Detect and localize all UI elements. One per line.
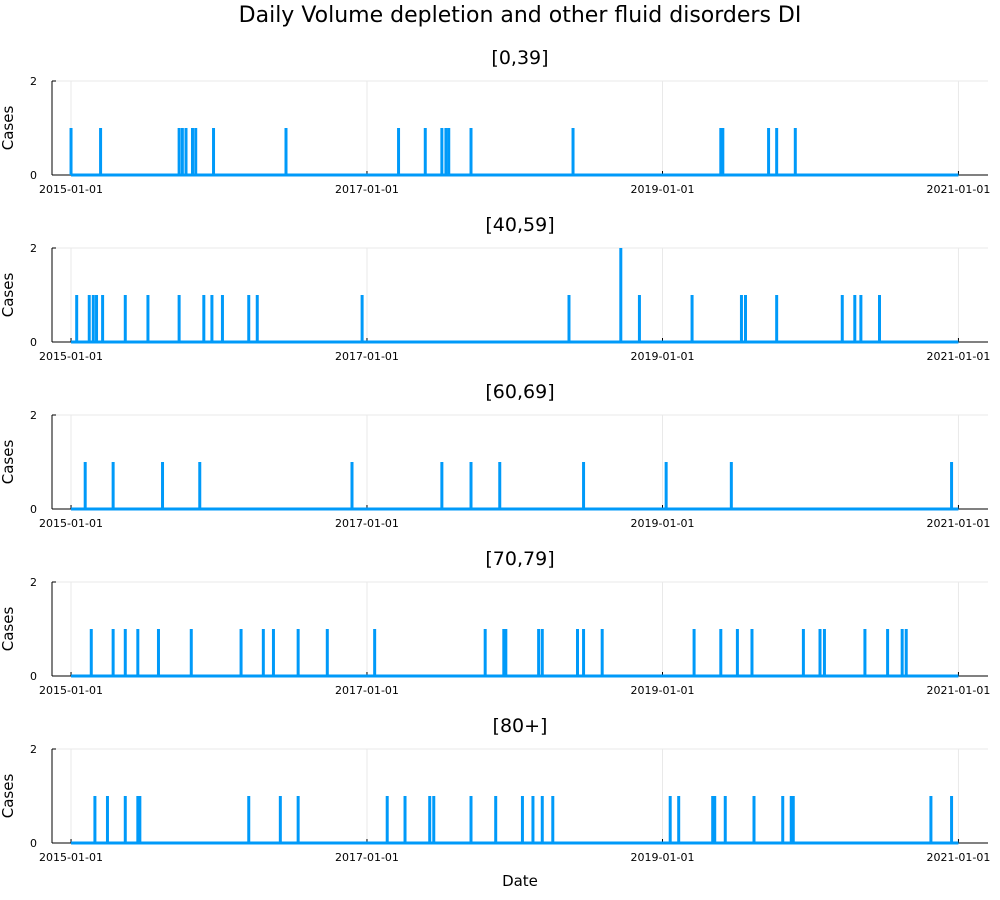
panel-title: [60,69] bbox=[485, 381, 554, 403]
y-tick-label: 0 bbox=[30, 336, 37, 349]
y-tick-label: 2 bbox=[30, 576, 37, 589]
x-tick-label: 2015-01-01 bbox=[39, 684, 103, 697]
y-axis-label: Cases bbox=[0, 273, 17, 318]
x-tick-label: 2021-01-01 bbox=[926, 183, 990, 196]
y-axis-label: Cases bbox=[0, 607, 17, 652]
x-tick-label: 2017-01-01 bbox=[335, 684, 399, 697]
x-tick-label: 2015-01-01 bbox=[39, 517, 103, 530]
x-tick-label: 2021-01-01 bbox=[926, 350, 990, 363]
panel-5: [80+] 0 2 2015-01-01 2017-01-01 2019-01-01 202… bbox=[0, 715, 990, 864]
panel-title: [80+] bbox=[493, 715, 548, 737]
x-tick-label: 2015-01-01 bbox=[39, 851, 103, 864]
x-tick-label: 2017-01-01 bbox=[335, 517, 399, 530]
panel-title: [0,39] bbox=[491, 47, 548, 69]
y-tick-label: 2 bbox=[30, 242, 37, 255]
y-tick-label: 2 bbox=[30, 75, 37, 88]
x-tick-label: 2015-01-01 bbox=[39, 350, 103, 363]
x-tick-label: 2019-01-01 bbox=[631, 350, 695, 363]
y-tick-label: 0 bbox=[30, 169, 37, 182]
y-tick-label: 0 bbox=[30, 837, 37, 850]
y-axis-label: Cases bbox=[0, 440, 17, 485]
x-tick-label: 2019-01-01 bbox=[631, 517, 695, 530]
panel-2: [40,59] 0 2 2015-01-01 2017-01-01 2019-01-01 2… bbox=[0, 214, 990, 363]
x-tick-label: 2021-01-01 bbox=[926, 851, 990, 864]
x-axis-label: Date bbox=[502, 872, 538, 890]
x-tick-label: 2017-01-01 bbox=[335, 183, 399, 196]
panel-4: [70,79] 0 2 2015-01-01 2017-01-01 2019-01-01 2… bbox=[0, 548, 990, 697]
panel-1: [0,39] 0 2 2015-01-01 2017-01-01 2019-01-01 20… bbox=[0, 47, 990, 196]
x-tick-label: 2021-01-01 bbox=[926, 684, 990, 697]
panel-title: [40,59] bbox=[485, 214, 554, 236]
y-axis-label: Cases bbox=[0, 774, 17, 819]
panel-3: [60,69] 0 2 2015-01-01 2017-01-01 2019-01-01 2… bbox=[0, 381, 990, 530]
x-tick-label: 2019-01-01 bbox=[631, 684, 695, 697]
y-tick-label: 0 bbox=[30, 503, 37, 516]
y-axis-label: Cases bbox=[0, 106, 17, 151]
y-tick-label: 0 bbox=[30, 670, 37, 683]
x-tick-label: 2017-01-01 bbox=[335, 851, 399, 864]
x-tick-label: 2021-01-01 bbox=[926, 517, 990, 530]
chart-title: Daily Volume depletion and other fluid d… bbox=[239, 3, 802, 28]
x-tick-label: 2019-01-01 bbox=[631, 183, 695, 196]
y-tick-label: 2 bbox=[30, 743, 37, 756]
y-tick-label: 2 bbox=[30, 409, 37, 422]
x-tick-label: 2017-01-01 bbox=[335, 350, 399, 363]
x-tick-label: 2019-01-01 bbox=[631, 851, 695, 864]
panel-title: [70,79] bbox=[485, 548, 554, 570]
x-tick-label: 2015-01-01 bbox=[39, 183, 103, 196]
